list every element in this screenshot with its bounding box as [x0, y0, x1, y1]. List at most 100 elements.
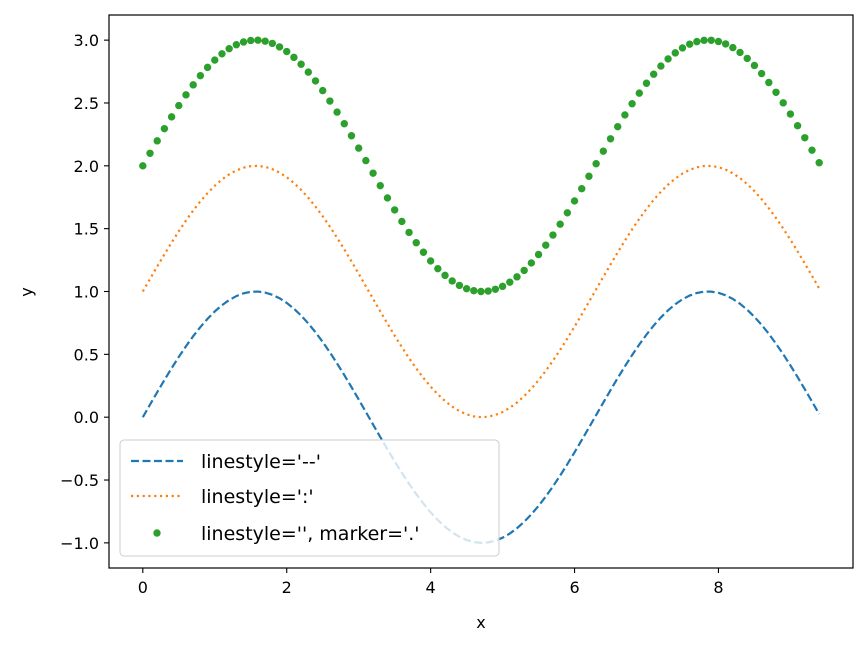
data-point [678, 44, 687, 52]
data-point [297, 60, 305, 68]
data-point [362, 156, 370, 165]
x-tick-label: 6 [569, 578, 579, 597]
data-point [441, 271, 449, 280]
series-points-3 [139, 36, 823, 296]
data-point [225, 44, 233, 53]
data-point [743, 54, 751, 63]
y-tick-label: 3.0 [74, 31, 99, 50]
x-tick-label: 8 [713, 578, 723, 597]
data-point [635, 89, 643, 97]
data-point [247, 36, 255, 45]
data-point [793, 122, 802, 130]
data-point [614, 122, 622, 131]
y-tick-label: −0.5 [60, 471, 99, 490]
x-axis-label: x [476, 613, 485, 632]
data-point [182, 91, 190, 99]
data-point [671, 49, 679, 57]
series-layer [139, 36, 823, 544]
y-tick-label: −1.0 [60, 534, 99, 553]
data-point [592, 160, 600, 168]
data-point [160, 124, 169, 133]
data-point [340, 120, 348, 128]
data-point [649, 70, 658, 78]
data-point [621, 111, 629, 119]
data-point [412, 239, 420, 247]
data-point [506, 278, 514, 286]
data-point [319, 86, 327, 95]
ticks-layer: 0 2 4 6 8 −1.0 −0.5 0.0 0.5 1.0 1.5 2.0 2.5 3.0 [60, 31, 723, 597]
data-point [167, 113, 176, 121]
legend-box [119, 439, 500, 557]
data-point [765, 78, 773, 87]
legend: linestyle='--' linestyle=':' linestyle='',… [119, 439, 500, 557]
data-point [290, 53, 298, 62]
data-point [534, 250, 543, 259]
y-tick-label: 2.0 [74, 157, 99, 176]
data-point [477, 287, 485, 296]
data-point [153, 137, 161, 145]
data-point [585, 172, 593, 180]
data-point [462, 284, 471, 293]
data-point [189, 81, 197, 89]
data-point [757, 69, 766, 78]
data-point [405, 228, 413, 237]
data-point [333, 108, 341, 116]
data-point [139, 162, 147, 170]
data-point [513, 273, 521, 281]
data-point [542, 241, 550, 249]
data-point [563, 209, 572, 217]
x-tick-label: 4 [426, 578, 436, 597]
data-point [707, 36, 715, 44]
y-tick-label: 0.5 [74, 345, 99, 364]
data-point [786, 110, 795, 118]
data-point [434, 264, 442, 273]
data-point [628, 100, 636, 108]
y-tick-label: 1.5 [74, 220, 99, 239]
data-point [268, 39, 277, 48]
data-point [369, 169, 377, 177]
y-tick-label: 2.5 [74, 94, 99, 113]
data-point [693, 37, 701, 46]
data-point [520, 266, 528, 275]
y-tick-label: 0.0 [74, 408, 99, 427]
data-point [736, 48, 744, 57]
data-point [556, 220, 564, 228]
data-point [390, 206, 399, 214]
data-point [657, 62, 665, 70]
data-point [801, 134, 809, 142]
data-point [196, 71, 205, 80]
data-point [729, 43, 737, 52]
data-point [347, 132, 356, 140]
data-point [664, 55, 672, 63]
data-point [254, 36, 262, 44]
data-point [721, 40, 730, 48]
data-point [426, 257, 435, 265]
data-point [326, 97, 334, 105]
data-point [606, 135, 615, 143]
legend-label-1: linestyle='--' [201, 451, 321, 473]
data-point [470, 287, 478, 295]
data-point [578, 185, 586, 193]
data-point [714, 37, 723, 46]
legend-swatch-3 [153, 529, 161, 537]
data-point [549, 231, 557, 239]
data-point [419, 248, 428, 256]
data-point [815, 159, 823, 167]
data-point [808, 146, 816, 154]
data-point [642, 79, 651, 87]
data-point [175, 101, 183, 110]
data-point [239, 38, 248, 46]
data-point [232, 41, 241, 49]
data-point [218, 50, 226, 58]
data-point [455, 281, 464, 290]
legend-label-2: linestyle=':' [201, 486, 314, 508]
data-point [376, 181, 384, 190]
series-line-2 [141, 164, 821, 419]
data-point [283, 47, 291, 56]
data-point [498, 282, 507, 291]
data-point [700, 36, 708, 45]
data-point [685, 40, 694, 48]
data-point [398, 217, 406, 226]
y-tick-label: 1.0 [74, 283, 99, 302]
